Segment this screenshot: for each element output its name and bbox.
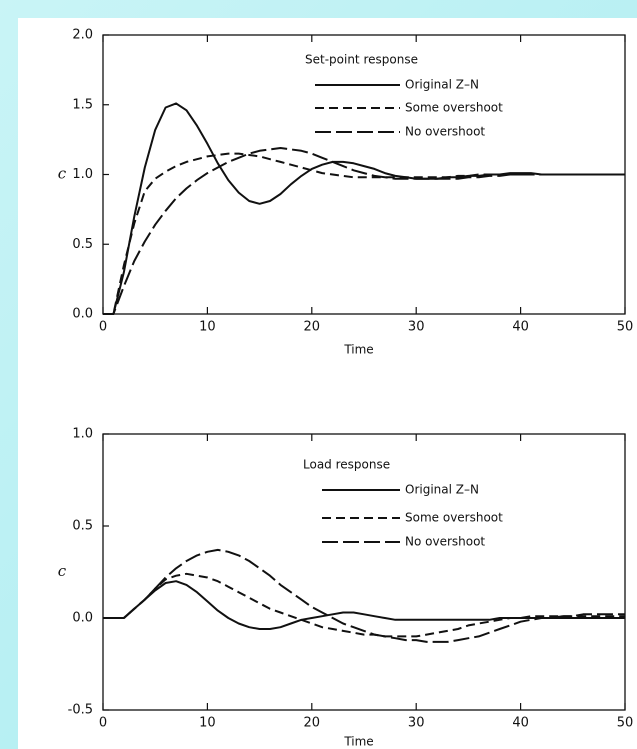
x-tick-label: 40 xyxy=(512,716,529,731)
legend-label: Some overshoot xyxy=(405,511,503,525)
x-tick-label: 50 xyxy=(617,716,634,731)
legend-title: Load response xyxy=(303,458,390,472)
legend-label: Original Z–N xyxy=(405,483,479,497)
x-tick-label: 20 xyxy=(304,320,321,335)
sheet xyxy=(18,18,637,749)
y-tick-label: 1.0 xyxy=(72,427,93,442)
x-tick-label: 0 xyxy=(99,320,107,335)
series-line xyxy=(103,548,625,643)
y-tick-label: 1.5 xyxy=(72,97,93,112)
series-line xyxy=(103,147,625,315)
y-axis-label: c xyxy=(58,562,67,580)
legend-title: Set-point response xyxy=(305,53,418,67)
y-tick-label: 0.5 xyxy=(72,519,93,534)
x-tick-label: 10 xyxy=(199,716,216,731)
x-tick-label: 50 xyxy=(617,320,634,335)
y-tick-label: 0.0 xyxy=(72,611,93,626)
x-tick-label: 40 xyxy=(512,320,529,335)
y-tick-label: 0.0 xyxy=(72,307,93,322)
legend-label: No overshoot xyxy=(405,125,485,139)
plot-frame xyxy=(102,433,626,711)
legend-label: Some overshoot xyxy=(405,101,503,115)
x-tick-label: 10 xyxy=(199,320,216,335)
legend-label: No overshoot xyxy=(405,535,485,549)
y-tick-label: 1.0 xyxy=(72,167,93,182)
y-tick-label: 0.5 xyxy=(72,237,93,252)
series-line xyxy=(103,152,625,315)
x-tick-label: 0 xyxy=(99,716,107,731)
x-tick-label: 30 xyxy=(408,716,425,731)
x-axis-label: Time xyxy=(343,735,373,749)
x-axis-label: Time xyxy=(343,343,373,357)
series-line xyxy=(103,580,625,630)
y-tick-label: 2.0 xyxy=(72,28,93,43)
y-tick-label: -0.5 xyxy=(68,703,93,718)
x-tick-label: 20 xyxy=(304,716,321,731)
legend-label: Original Z–N xyxy=(405,78,479,92)
y-axis-label: c xyxy=(58,165,67,183)
series-line xyxy=(103,572,625,638)
series-line xyxy=(103,102,625,315)
x-tick-label: 30 xyxy=(408,320,425,335)
